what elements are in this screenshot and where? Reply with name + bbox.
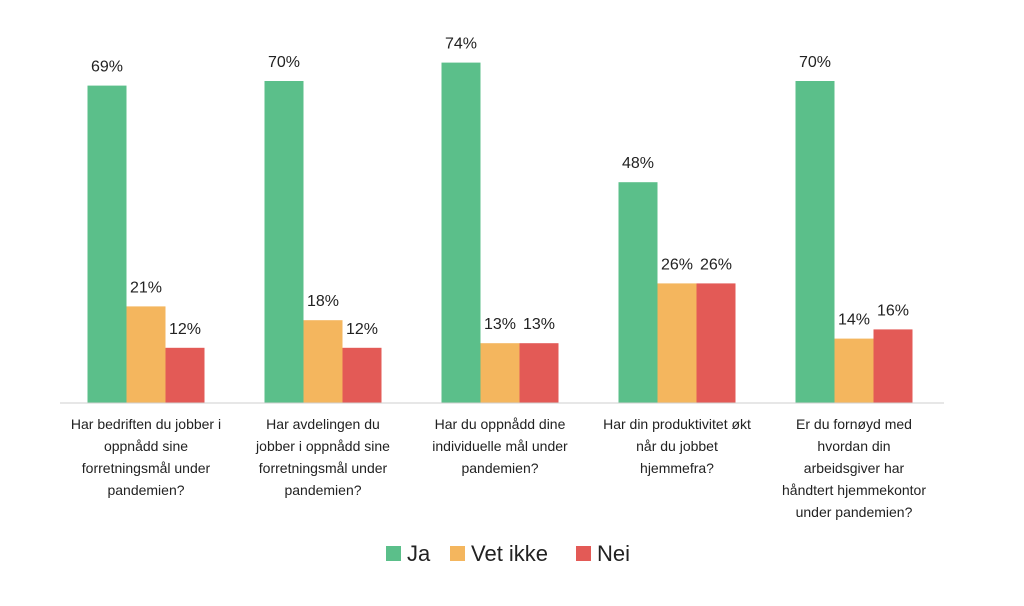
value-label-vet-ikke-3: 13% bbox=[484, 316, 516, 333]
bar-nei-4 bbox=[696, 283, 736, 403]
value-label-vet-ikke-4: 26% bbox=[661, 256, 693, 273]
category-label-2: Har avdelingen du jobber i oppnådd sine fo… bbox=[255, 416, 390, 498]
value-label-ja-2: 70% bbox=[268, 54, 300, 71]
category-label-line: Har bedriften du jobber i bbox=[71, 416, 221, 432]
category-label-4: Har din produktivitet økt når du jobbet hj… bbox=[603, 416, 751, 476]
value-label-nei-4: 26% bbox=[700, 256, 732, 273]
legend-label-vet-ikke: Vet ikke bbox=[471, 541, 548, 566]
category-label-line: pandemien? bbox=[284, 482, 361, 498]
category-label-line: individuelle mål under bbox=[432, 438, 568, 454]
bars-group bbox=[87, 62, 913, 403]
legend-label-nei: Nei bbox=[597, 541, 630, 566]
bar-ja-1 bbox=[87, 85, 127, 403]
category-label-line: forretningsmål under bbox=[82, 460, 211, 476]
category-label-line: forretningsmål under bbox=[259, 460, 388, 476]
category-label-line: når du jobbet bbox=[636, 438, 718, 454]
bar-ja-2 bbox=[264, 81, 304, 403]
value-label-ja-5: 70% bbox=[799, 54, 831, 71]
value-label-nei-2: 12% bbox=[346, 321, 378, 338]
bar-nei-1 bbox=[165, 347, 205, 403]
category-label-line: oppnådd sine bbox=[104, 438, 188, 454]
value-label-nei-1: 12% bbox=[169, 321, 201, 338]
category-label-5: Er du fornøyd med hvordan din arbeidsgiver… bbox=[782, 416, 926, 520]
category-label-line: under pandemien? bbox=[796, 504, 913, 520]
value-label-vet-ikke-2: 18% bbox=[307, 293, 339, 310]
category-label-line: jobber i oppnådd sine bbox=[255, 438, 390, 454]
bar-vet-ikke-4 bbox=[657, 283, 697, 403]
category-label-3: Har du oppnådd dine individuelle mål unde… bbox=[432, 416, 568, 476]
legend-swatch-ja bbox=[386, 546, 401, 561]
category-label-line: håndtert hjemmekontor bbox=[782, 482, 926, 498]
category-label-line: hjemmefra? bbox=[640, 460, 714, 476]
value-labels-group: 69% 21% 12% 70% 18% 12% 74% 13% 13% 48% 26% 26% 70% 1… bbox=[91, 36, 909, 338]
bar-ja-4 bbox=[618, 182, 658, 403]
bar-nei-5 bbox=[873, 329, 913, 403]
bar-nei-3 bbox=[519, 343, 559, 403]
value-label-ja-1: 69% bbox=[91, 59, 123, 76]
value-label-ja-3: 74% bbox=[445, 36, 477, 53]
category-labels-group: Har bedriften du jobber i oppnådd sine for… bbox=[71, 416, 926, 520]
value-label-vet-ikke-1: 21% bbox=[130, 279, 162, 296]
bar-vet-ikke-1 bbox=[126, 306, 166, 403]
legend-swatch-nei bbox=[576, 546, 591, 561]
bar-vet-ikke-2 bbox=[303, 320, 343, 403]
category-label-line: Har avdelingen du bbox=[266, 416, 380, 432]
category-label-line: arbeidsgiver har bbox=[804, 460, 905, 476]
bar-vet-ikke-5 bbox=[834, 338, 874, 403]
bar-nei-2 bbox=[342, 347, 382, 403]
bar-ja-3 bbox=[441, 62, 481, 403]
legend-label-ja: Ja bbox=[407, 541, 431, 566]
category-label-line: Er du fornøyd med bbox=[796, 416, 912, 432]
category-label-line: pandemien? bbox=[461, 460, 538, 476]
value-label-nei-5: 16% bbox=[877, 302, 909, 319]
category-label-line: hvordan din bbox=[817, 438, 890, 454]
legend: Ja Vet ikke Nei bbox=[386, 541, 630, 566]
value-label-ja-4: 48% bbox=[622, 155, 654, 172]
bar-vet-ikke-3 bbox=[480, 343, 520, 403]
bar-ja-5 bbox=[795, 81, 835, 403]
value-label-vet-ikke-5: 14% bbox=[838, 312, 870, 329]
category-label-line: Har din produktivitet økt bbox=[603, 416, 751, 432]
value-label-nei-3: 13% bbox=[523, 316, 555, 333]
category-label-1: Har bedriften du jobber i oppnådd sine for… bbox=[71, 416, 221, 498]
legend-swatch-vet-ikke bbox=[450, 546, 465, 561]
category-label-line: Har du oppnådd dine bbox=[435, 416, 566, 432]
category-label-line: pandemien? bbox=[107, 482, 184, 498]
